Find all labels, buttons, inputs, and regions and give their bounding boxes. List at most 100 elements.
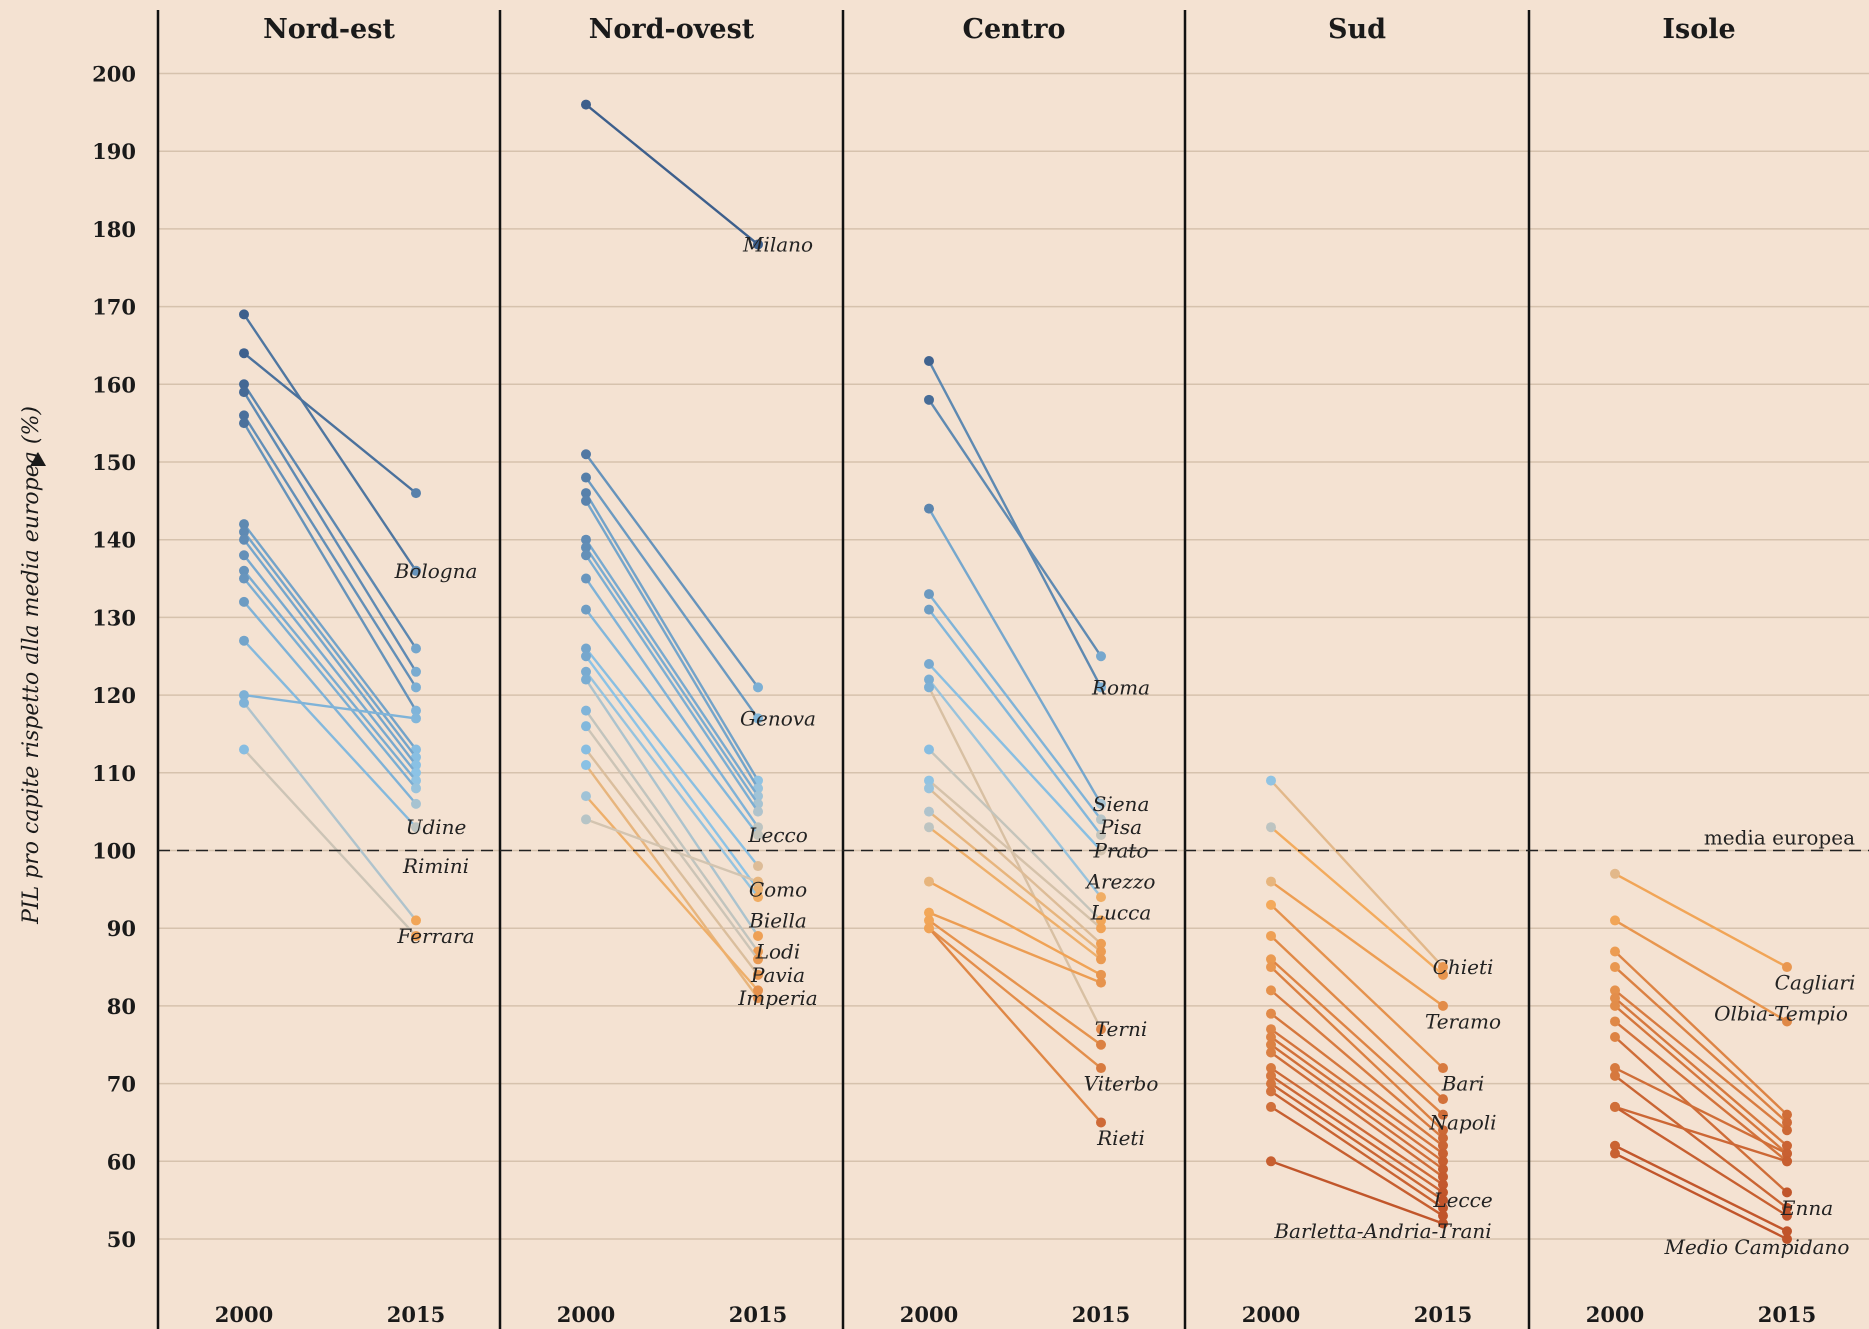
data-label: Ferrara [396,924,474,948]
y-tick-label: 170 [92,295,136,320]
series-line [1266,954,1448,1120]
series-line [1610,1140,1792,1237]
point-2015 [1438,1202,1448,1213]
point-2000 [924,915,934,926]
point-2000 [1610,915,1620,926]
slope-line [1614,919,1788,1023]
data-label: Milano [742,232,813,256]
point-2000 [239,418,249,429]
series-line [239,573,421,794]
series-line [1266,1063,1448,1190]
point-2015 [1782,1148,1792,1159]
point-2000 [1266,1101,1276,1112]
point-2000 [1266,1024,1276,1035]
point-2015 [753,969,763,980]
point-2015 [1438,1063,1448,1074]
point-2000 [239,526,249,537]
y-tick-label: 50 [107,1227,136,1252]
slope-line [1270,779,1444,968]
point-2000 [581,760,591,771]
point-2015 [411,682,421,693]
slope-line [242,383,418,650]
slope-line [927,360,1103,688]
slope-line [928,880,1102,976]
point-2015 [1438,1000,1448,1011]
series-line [239,418,421,716]
data-label: Lodi [755,940,801,964]
panel-title: Sud [1328,14,1386,45]
slope-line [927,508,1103,805]
series-line [1266,1047,1448,1182]
point-2000 [924,923,934,934]
point-2015 [411,767,421,778]
series-line [1266,1156,1448,1229]
point-2000 [1610,962,1620,973]
data-label: Cagliari [1775,971,1856,995]
series-line [239,309,421,576]
series-line [1266,930,1448,1105]
point-2015 [1096,1117,1106,1128]
point-2000 [1610,1148,1620,1159]
point-2015 [1438,969,1448,980]
series-line [239,348,421,499]
series-line [581,744,763,980]
point-2015 [753,892,763,903]
data-label: Como [749,877,807,901]
x-tick-label: 2015 [1072,1302,1130,1327]
point-2000 [924,604,934,615]
series-line [924,907,1106,988]
point-2015 [753,861,763,872]
data-label: Medio Campidano [1664,1235,1850,1259]
point-2000 [581,651,591,662]
slope-line [584,500,760,789]
slope-line [243,523,417,751]
point-2000 [239,410,249,421]
slope-line [1614,1004,1788,1155]
series-line [1610,1101,1792,1221]
point-2015 [1782,1226,1792,1237]
point-2015 [1096,651,1106,662]
slope-line [1614,1066,1788,1155]
data-label: Chieti [1433,955,1494,979]
panel-nord-ovest: Nord-ovest 2000 2015 Milano Genova Lecco Como B… [557,14,818,1327]
slope-line [585,476,759,720]
point-2015 [1096,954,1106,965]
point-2000 [1266,1078,1276,1089]
slope-line [243,693,417,720]
point-2000 [581,604,591,615]
point-2015 [1096,829,1106,840]
y-tick-label: 120 [92,683,136,708]
series-line [239,744,421,941]
series-line [1266,876,1448,1011]
panel-title: Centro [962,14,1065,45]
point-2015 [1782,1016,1792,1027]
slope-line [928,663,1102,852]
series-line [1610,985,1792,1136]
slope-line [243,748,417,937]
slope-line [928,779,1102,930]
series-line [1610,1070,1792,1213]
panel-sud: Sud 2000 2015 Chieti Teramo Bari Napoli Lecce Ba… [1242,14,1501,1327]
panel-title: Nord-est [263,14,395,45]
data-label: Udine [406,815,467,839]
series-line [1266,1070,1448,1198]
series-line [924,775,1106,934]
series-line [924,394,1106,662]
series-line [924,604,1106,840]
x-tick-label: 2000 [900,1302,958,1327]
series-line [239,379,421,654]
slope-line [928,927,1102,1124]
point-2015 [753,954,763,965]
slope-line [1270,1074,1444,1194]
slope-line [585,709,759,953]
slope-line [243,601,417,805]
point-2015 [1096,1024,1106,1035]
slope-line [1270,1090,1444,1209]
point-2015 [1438,1140,1448,1151]
data-label: Arezzo [1085,870,1156,894]
slope-line [928,927,1102,1069]
series-line [581,604,763,840]
slope-line [243,702,417,922]
y-tick-label: 110 [92,761,136,786]
point-2000 [924,783,934,794]
